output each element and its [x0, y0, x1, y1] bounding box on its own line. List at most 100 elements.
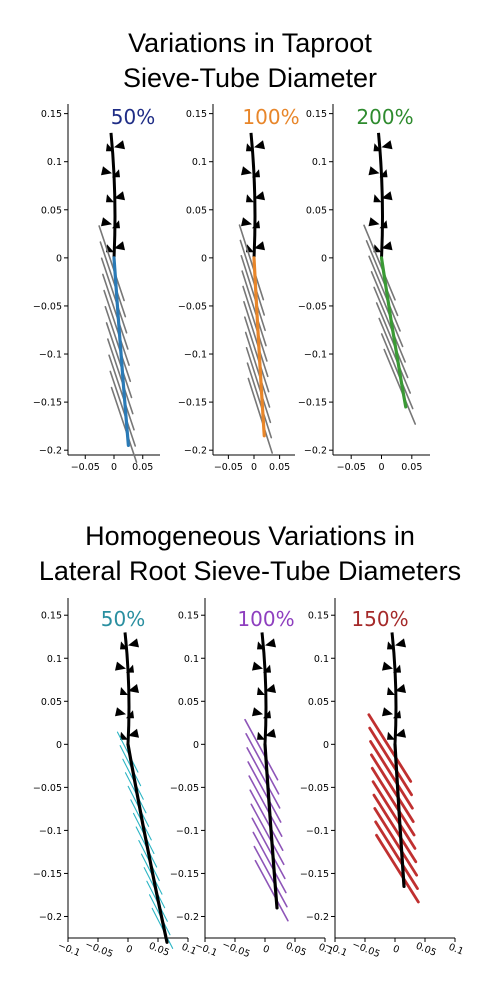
- lateral-root: [104, 305, 132, 383]
- taproot-line: [252, 256, 266, 438]
- lateral-root: [239, 239, 266, 316]
- bottom-title-line-2: Lateral Root Sieve-Tube Diameters: [38, 556, 462, 586]
- leaf-mark: [112, 220, 120, 229]
- y-tick-label: 0.1: [192, 157, 207, 168]
- leaf-mark: [241, 217, 252, 227]
- leaf-mark: [120, 731, 128, 740]
- x-tick-label: −0.1: [56, 940, 82, 959]
- taproot-line: [263, 742, 279, 910]
- y-tick-label: −0.2: [176, 912, 199, 923]
- lateral-root: [250, 803, 285, 866]
- taproot-line: [379, 256, 408, 409]
- leaf-mark: [265, 638, 276, 648]
- leaf-mark: [393, 710, 401, 719]
- y-tick-label: 0.15: [41, 109, 62, 120]
- leaf-mark: [387, 686, 395, 695]
- leaf-mark: [120, 686, 128, 695]
- y-tick-label: 0.15: [186, 109, 207, 120]
- leaf-mark: [101, 217, 112, 227]
- taproot-line: [112, 256, 130, 447]
- chart-panel-2: 0.15 0.1 0.05 0 −0.05 −0.1 −0.15 −0.2 −0.05 0 0.05…: [178, 104, 300, 473]
- lateral-root: [244, 316, 270, 393]
- leaf-mark: [257, 731, 265, 740]
- leaf-mark: [379, 169, 388, 178]
- leaf-mark: [120, 641, 128, 650]
- lateral-root: [247, 377, 273, 454]
- lateral-root: [241, 270, 267, 347]
- y-tick-label: −0.1: [184, 350, 207, 361]
- stem-line: [123, 632, 131, 745]
- x-tick-label: −0.1: [193, 940, 219, 959]
- lateral-root: [107, 338, 134, 415]
- leaf-mark: [368, 217, 380, 227]
- leaf-mark: [257, 641, 265, 650]
- leaf-mark: [128, 728, 139, 738]
- lateral-root: [246, 362, 273, 439]
- shoot-stem: [252, 632, 276, 745]
- leaf-mark: [246, 143, 254, 152]
- leaf-mark: [373, 244, 382, 253]
- x-tick-label: 0.1: [180, 942, 198, 958]
- stem-line: [109, 132, 117, 258]
- y-tick-label: −0.15: [33, 398, 62, 409]
- leaf-mark: [126, 710, 134, 719]
- panel-label: 100%: [242, 105, 299, 129]
- panel-label: 200%: [356, 105, 413, 129]
- y-tick-label: −0.05: [33, 783, 62, 794]
- leaf-mark: [246, 194, 254, 203]
- y-tick-label: 0: [201, 253, 207, 264]
- chart-panel-1: 0.15 0.1 0.05 0 −0.05 −0.1 −0.15 −0.2 −0.05 0 0.05…: [33, 104, 160, 473]
- leaf-mark: [112, 169, 120, 178]
- stem-line: [390, 632, 398, 745]
- x-tick-label: −0.05: [220, 939, 251, 960]
- x-tick-label: 0: [261, 943, 271, 955]
- chart-panel-6: 0.150.10.050−0.05−0.1−0.15−0.2−0.1 −0.05 0…: [300, 598, 465, 960]
- x-tick-label: −0.05: [350, 939, 381, 960]
- panel-label: 150%: [351, 607, 408, 631]
- leaf-mark: [254, 191, 265, 201]
- y-tick-label: 0: [56, 740, 62, 751]
- x-tick-label: 0: [391, 943, 401, 955]
- lateral-root: [254, 859, 289, 922]
- top-title-line-2: Sieve-Tube Diameter: [122, 63, 378, 93]
- x-tick-label: 0.05: [284, 941, 308, 959]
- y-tick-label: −0.1: [304, 350, 327, 361]
- leaf-mark: [106, 194, 114, 203]
- lateral-root: [368, 255, 401, 332]
- x-tick-label: 0: [378, 462, 384, 473]
- leaf-mark: [128, 638, 139, 648]
- lateral-root: [238, 224, 265, 301]
- lateral-root: [374, 820, 419, 890]
- lateral-root: [100, 257, 128, 334]
- lateral-root: [245, 732, 280, 795]
- y-tick-label: 0: [193, 740, 199, 751]
- shoot-stem: [241, 132, 265, 258]
- leaf-mark: [115, 707, 126, 717]
- leaf-mark: [265, 683, 276, 693]
- bottom-figure-title: Homogeneous Variations in Lateral Root S…: [0, 519, 500, 589]
- lateral-root: [368, 726, 413, 797]
- shoot-stem: [115, 632, 139, 745]
- lateral-root: [371, 780, 417, 850]
- lateral-root: [98, 225, 125, 302]
- x-tick-label: 0.1: [447, 942, 465, 958]
- leaf-mark: [114, 191, 125, 201]
- leaf-mark: [128, 683, 139, 693]
- leaf-mark: [101, 166, 112, 176]
- lateral-root: [109, 370, 137, 447]
- taproot-line: [126, 742, 169, 944]
- lateral-root: [375, 833, 420, 904]
- y-tick-label: −0.05: [33, 301, 62, 312]
- y-tick-label: 0.1: [47, 654, 62, 665]
- lateral-root: [383, 348, 417, 425]
- lateral-root: [372, 793, 418, 864]
- x-tick-label: 0.1: [317, 942, 335, 958]
- y-tick-label: 0.1: [314, 654, 329, 665]
- y-tick-label: −0.1: [39, 350, 62, 361]
- lateral-root: [245, 347, 272, 424]
- stem-line: [249, 132, 257, 258]
- leaf-mark: [126, 664, 134, 673]
- y-tick-label: −0.05: [170, 783, 199, 794]
- y-tick-label: 0.1: [47, 157, 62, 168]
